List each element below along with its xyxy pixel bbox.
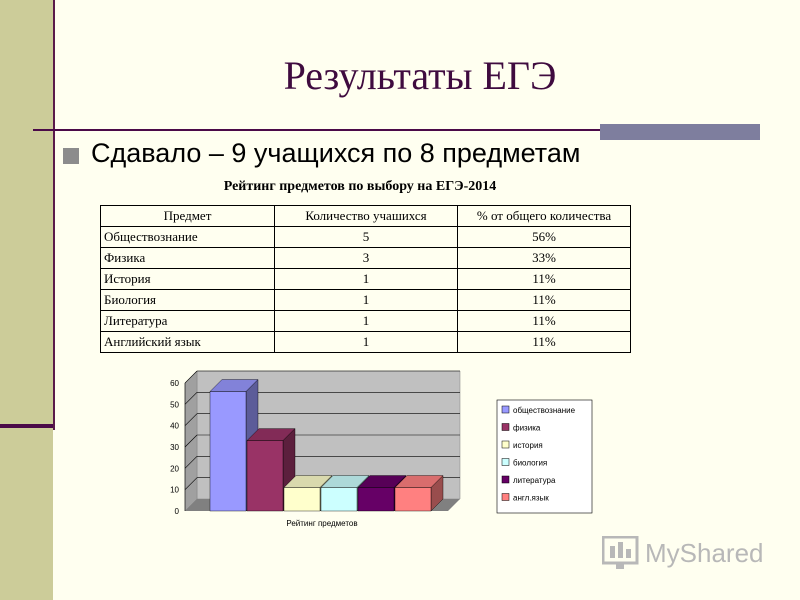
table-cell-count: 1 — [274, 289, 458, 311]
table-cell-subject: Обществознание — [100, 226, 275, 248]
table-cell-percent: 56% — [457, 226, 631, 248]
chart-bar — [246, 440, 284, 512]
chart-y-tick-label: 60 — [170, 379, 179, 388]
chart-legend-swatch — [501, 493, 510, 501]
table-row: Литература 1 11% — [100, 310, 631, 332]
table-header-cell: % от общего количества — [457, 205, 631, 227]
table-cell-subject: Английский язык — [100, 331, 275, 353]
table-cell-percent: 11% — [457, 289, 631, 311]
table-cell-count: 3 — [274, 247, 458, 269]
chart-legend-label: история — [513, 441, 543, 450]
chart-bar — [320, 487, 358, 512]
title-rule — [33, 129, 760, 131]
chart-legend-swatch — [501, 423, 510, 431]
chart-bar — [209, 391, 247, 512]
table-cell-percent: 11% — [457, 310, 631, 332]
chart-legend: обществознание физика история биология литер… — [496, 399, 593, 514]
chart-y-tick-label: 20 — [170, 464, 179, 473]
table-caption: Рейтинг предметов по выбору на ЕГЭ-2014 — [223, 179, 497, 194]
chart-legend-label: физика — [513, 424, 541, 433]
table-row: История 1 11% — [100, 268, 631, 290]
chart-y-tick-label: 50 — [170, 400, 179, 409]
table-row: Физика 3 33% — [100, 247, 631, 269]
table-cell-subject: Биология — [100, 289, 275, 311]
left-decor-line — [53, 0, 55, 430]
chart-legend-label: биология — [513, 459, 547, 468]
chart-bars — [209, 379, 444, 512]
chart-legend-label: англ.язык — [513, 494, 549, 503]
chart-gridline — [184, 370, 198, 384]
chart-legend-swatch — [501, 440, 510, 449]
chart-bar — [357, 487, 395, 512]
left-decor-bar — [0, 0, 53, 600]
table-cell-count: 5 — [274, 226, 458, 248]
chart-y-tick-label: 0 — [175, 507, 180, 516]
chart-y-tick-label: 30 — [170, 443, 179, 452]
table-header-cell: Предмет — [100, 205, 275, 227]
chart-gridline — [184, 413, 198, 426]
subject-rating-chart: 0 10 20 30 40 50 60 Рейтинг предметов общество… — [170, 370, 593, 528]
chart-y-tick-label: 10 — [170, 486, 179, 495]
table-cell-subject: История — [100, 268, 275, 290]
table-row: Биология 1 11% — [100, 289, 631, 311]
myshared-logo-icon — [602, 536, 639, 569]
chart-x-axis-label: Рейтинг предметов — [286, 519, 357, 528]
bullet-text: Сдавало – 9 учащихся по 8 предметам — [91, 138, 581, 168]
table-cell-percent: 11% — [457, 268, 631, 290]
chart-legend-box — [496, 399, 593, 514]
results-table: Предмет Количество учашихся % от общего … — [100, 205, 631, 353]
bullet-square-icon — [63, 148, 79, 164]
chart-bar — [394, 487, 432, 512]
chart-gridline — [184, 456, 198, 469]
chart-gridline — [184, 392, 198, 405]
table-row: Английский язык 1 11% — [100, 331, 631, 353]
myshared-logo-text: MyShared — [645, 538, 764, 568]
chart-legend-swatch — [501, 405, 510, 414]
table-header-row: Предмет Количество учашихся % от общего … — [100, 205, 631, 227]
chart-legend-swatch — [501, 475, 510, 484]
table-cell-percent: 33% — [457, 247, 631, 269]
table-cell-percent: 11% — [457, 331, 631, 353]
slide-title: Результаты ЕГЭ — [283, 53, 557, 98]
chart-y-axis: 0 10 20 30 40 50 60 — [170, 379, 186, 516]
table-cell-count: 1 — [274, 268, 458, 290]
chart-gridline — [184, 477, 198, 490]
chart-legend-label: обществознание — [513, 406, 576, 415]
table-cell-subject: Литература — [100, 310, 275, 332]
chart-legend-label: литература — [513, 476, 556, 485]
table-cell-count: 1 — [274, 331, 458, 353]
table-header-cell: Количество учашихся — [274, 205, 458, 227]
left-decor-base — [0, 424, 53, 428]
title-rule-accent — [600, 124, 760, 140]
chart-legend-swatch — [501, 458, 510, 466]
chart-y-tick-label: 40 — [170, 422, 179, 431]
chart-bar — [283, 487, 321, 512]
table-row: Обществознание 5 56% — [100, 226, 631, 248]
chart-gridline — [184, 434, 198, 448]
table-cell-count: 1 — [274, 310, 458, 332]
table-cell-subject: Физика — [100, 247, 275, 269]
